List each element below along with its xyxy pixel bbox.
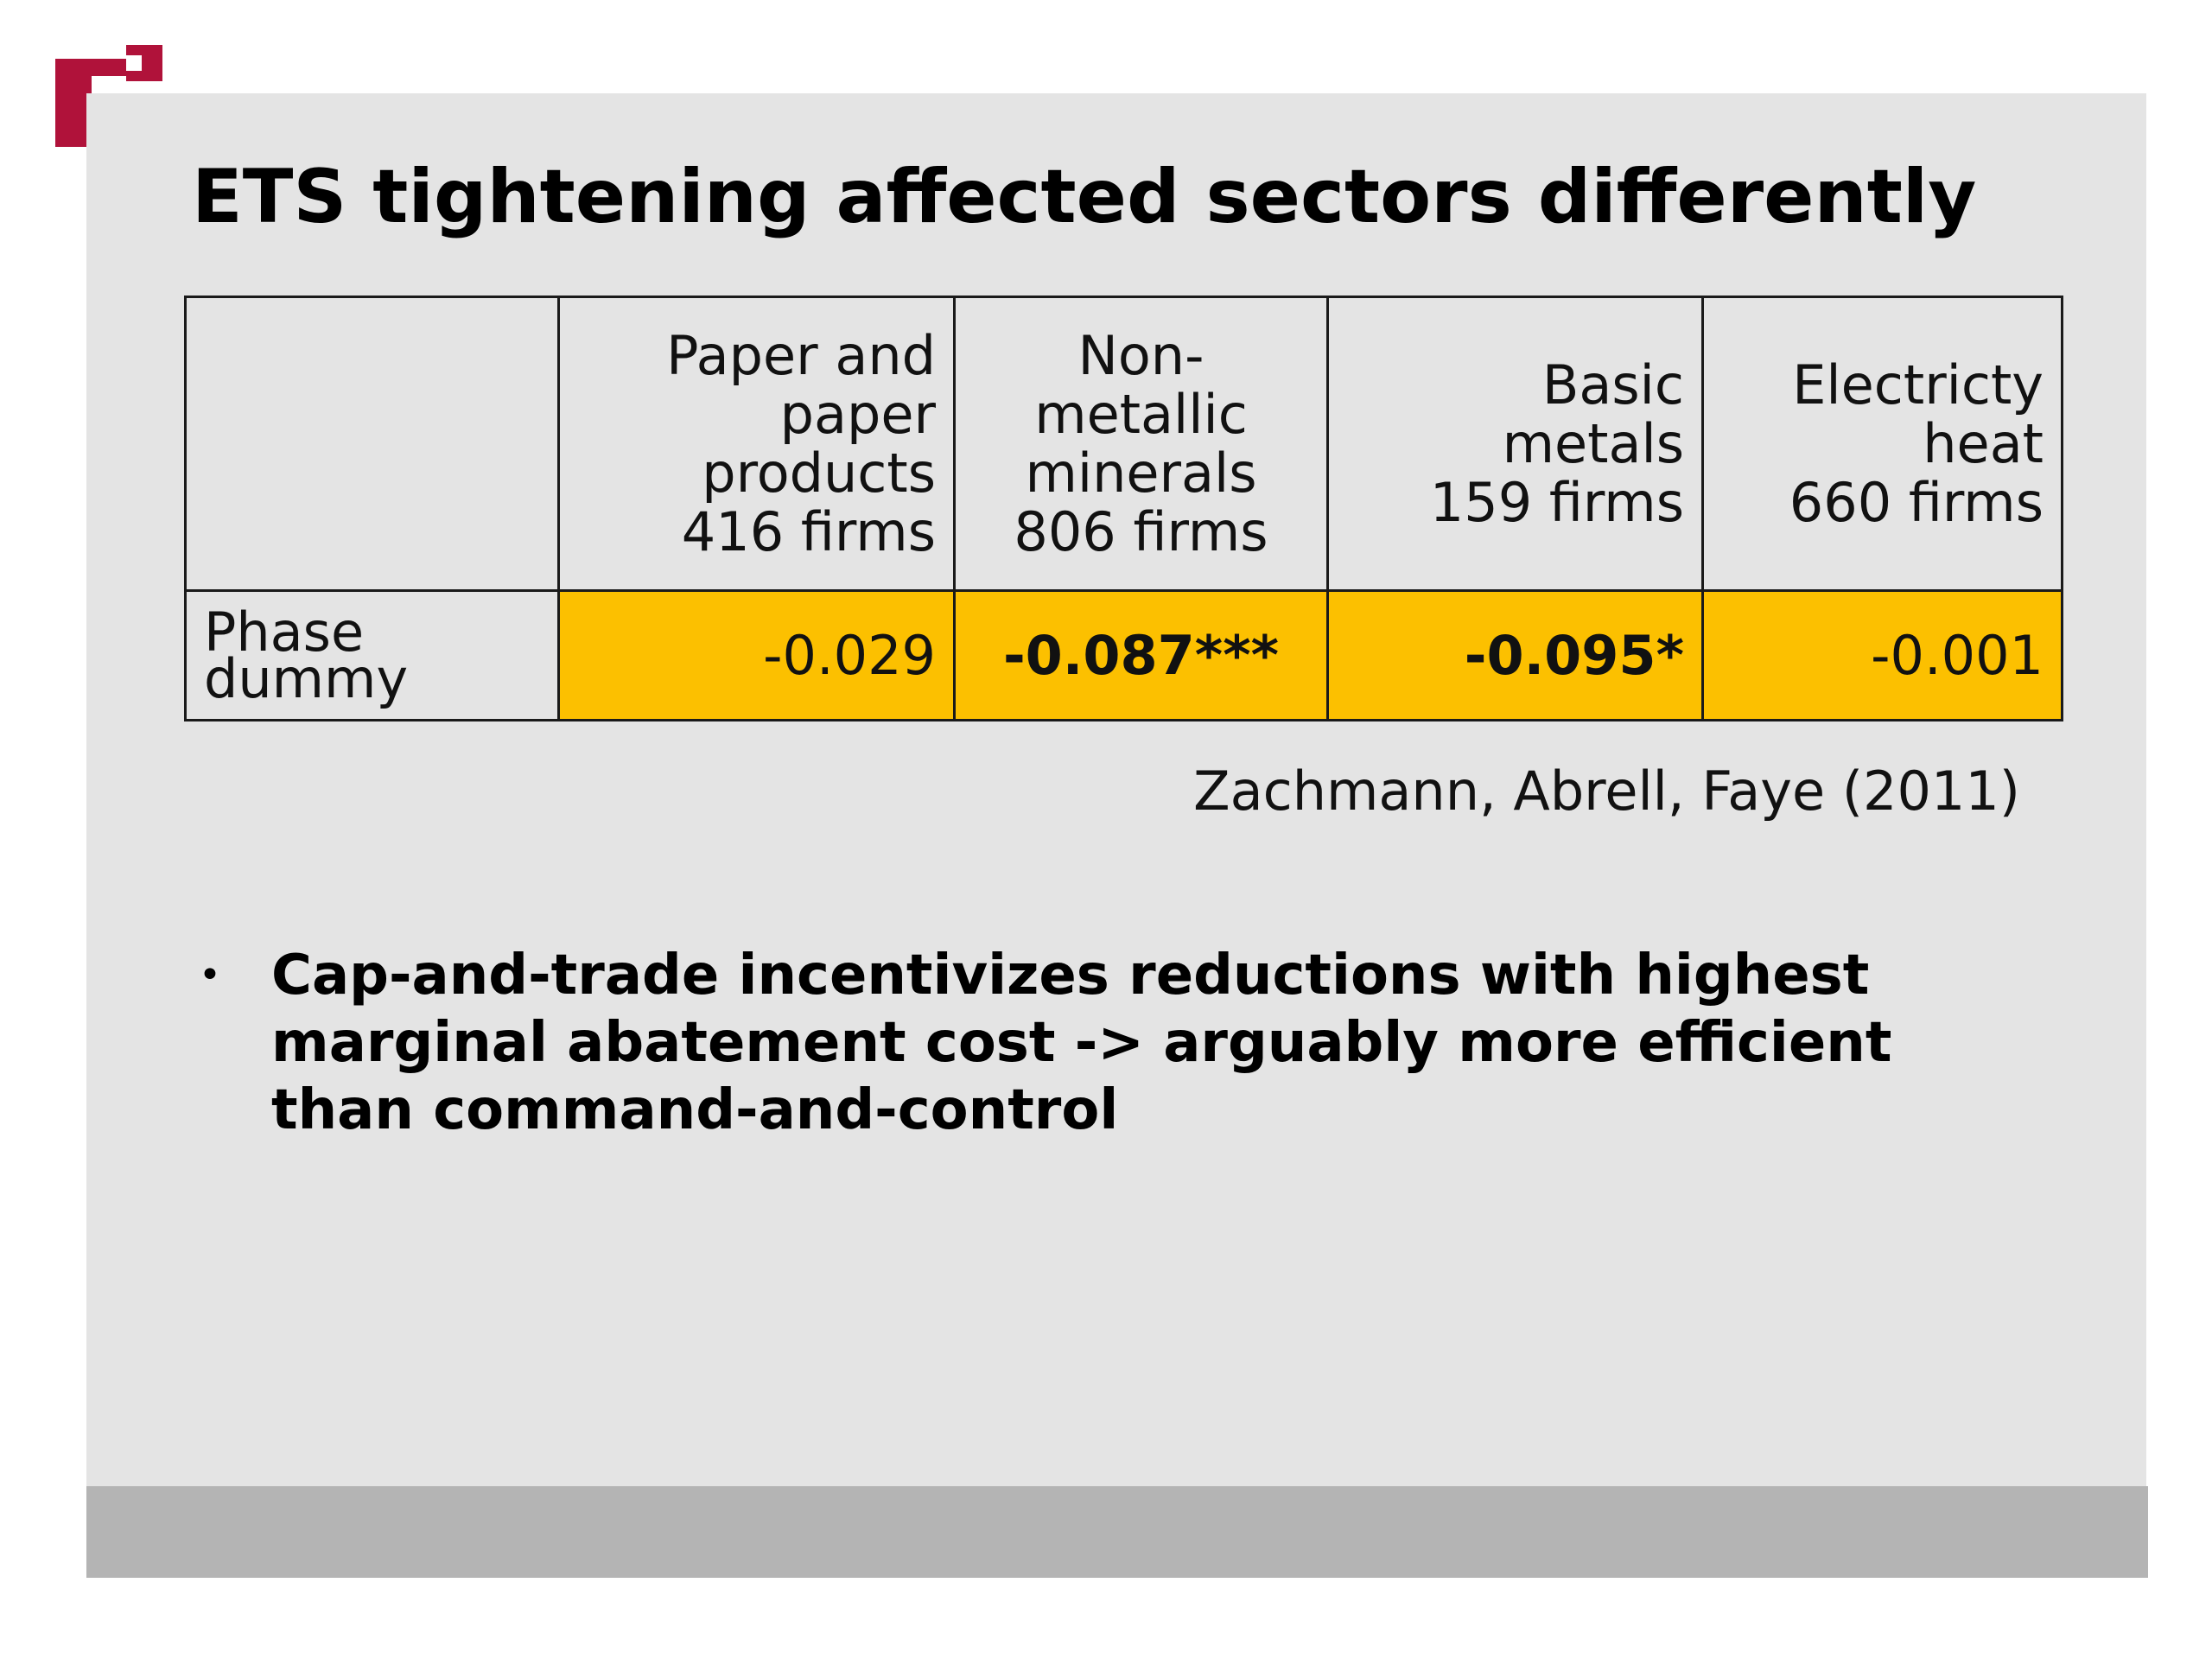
table-header-row: Paper and paper products 416 firms Non- … [184, 296, 2063, 592]
row-label-phase-dummy: Phase dummy [184, 589, 560, 721]
citation: Zachmann, Abrell, Faye (2011) [1193, 760, 2020, 823]
value-cell-basic-metals: -0.095* [1326, 589, 1704, 721]
column-header-basic-metals: Basic metals 159 firms [1326, 296, 1704, 592]
results-table: Paper and paper products 416 firms Non- … [184, 296, 2063, 721]
table-corner-cell [184, 296, 560, 592]
column-header-electricity: Electricty heat 660 firms [1701, 296, 2063, 592]
value-cell-non-metallic: -0.087*** [953, 589, 1329, 721]
slide-title: ETS tightening affected sectors differen… [192, 154, 1977, 240]
bullet-dot-icon: • [199, 953, 221, 997]
column-header-non-metallic: Non- metallic minerals 806 firms [953, 296, 1329, 592]
value-cell-electricity: -0.001 [1701, 589, 2063, 721]
bullet-list: • Cap-and-trade incentivizes reductions … [199, 942, 1996, 1144]
footer-band [86, 1486, 2148, 1578]
bullet-text: Cap-and-trade incentivizes reductions wi… [271, 944, 1892, 1142]
value-cell-paper: -0.029 [557, 589, 956, 721]
column-header-paper: Paper and paper products 416 firms [557, 296, 956, 592]
table-row: Phase dummy -0.029 -0.087*** -0.095* -0.… [184, 589, 2063, 721]
bullet-item: • Cap-and-trade incentivizes reductions … [199, 942, 1996, 1144]
